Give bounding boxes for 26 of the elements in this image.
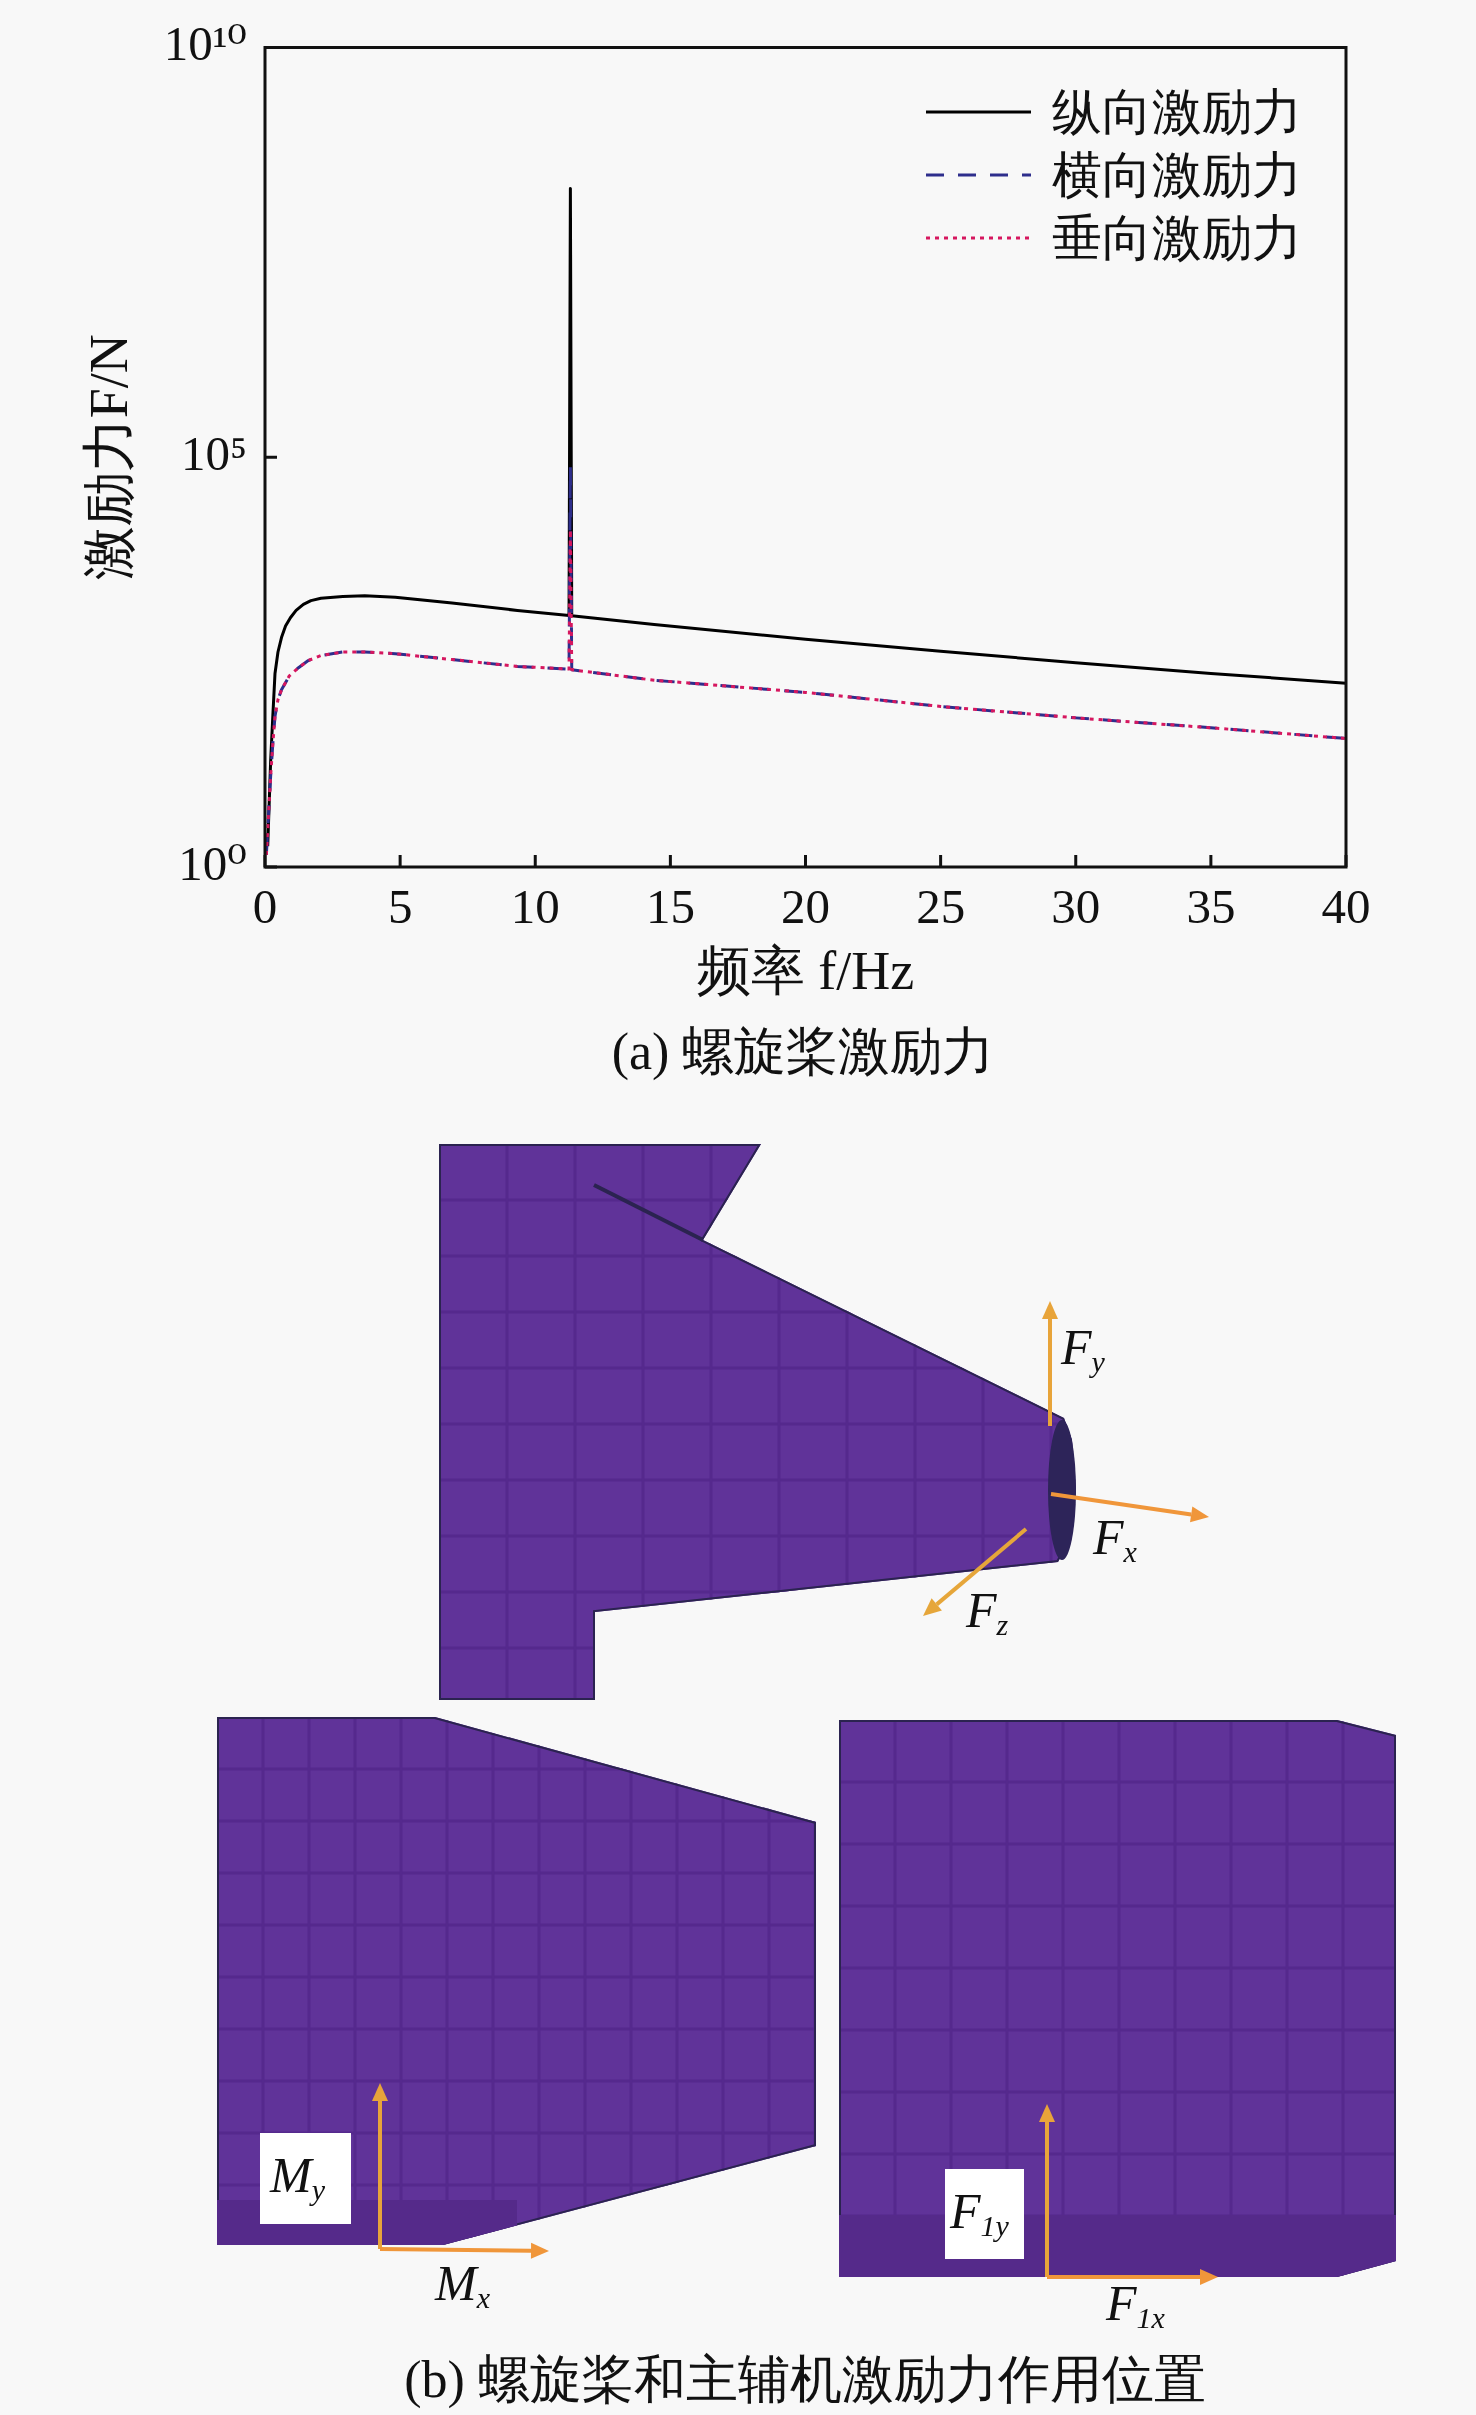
text: M$_{y}$ [270, 2147, 325, 2207]
x-tick-label: 30 [1051, 879, 1101, 935]
y-tick-label: 10⁵ [180, 426, 247, 482]
legend-label: 横向激励力 [1052, 146, 1302, 203]
y-tick-label: 10¹⁰ [163, 16, 247, 72]
text: F$_{x}$ [1093, 1509, 1137, 1569]
x-tick-label: 25 [916, 879, 966, 935]
text: M$_{x}$ [435, 2255, 490, 2315]
x-tick-label: 40 [1321, 879, 1371, 935]
x-tick-label: 5 [387, 879, 413, 935]
text: F$_{y}$ [1061, 1319, 1105, 1379]
x-tick-label: 35 [1186, 879, 1236, 935]
text: F$_{z}$ [966, 1582, 1009, 1642]
text: F$_{1y}$ [950, 2183, 1009, 2243]
y-axis-title: 激励力F/N [78, 334, 139, 581]
legend-label: 垂向激励力 [1052, 209, 1302, 266]
x-axis-title: 频率 f/Hz [696, 940, 915, 1001]
y-tick-label: 10⁰ [178, 835, 247, 891]
x-tick-label: 10 [510, 879, 560, 935]
x-tick-label: 20 [781, 879, 830, 935]
legend-label: 纵向激励力 [1052, 83, 1302, 140]
x-tick-label: 15 [645, 879, 695, 935]
x-tick-label: 0 [252, 879, 278, 935]
text: (b) 螺旋桨和主辅机激励力作用位置 [404, 2351, 1206, 2408]
text: F$_{1x}$ [1106, 2275, 1165, 2335]
text: (a) 螺旋桨激励力 [611, 1023, 995, 1080]
